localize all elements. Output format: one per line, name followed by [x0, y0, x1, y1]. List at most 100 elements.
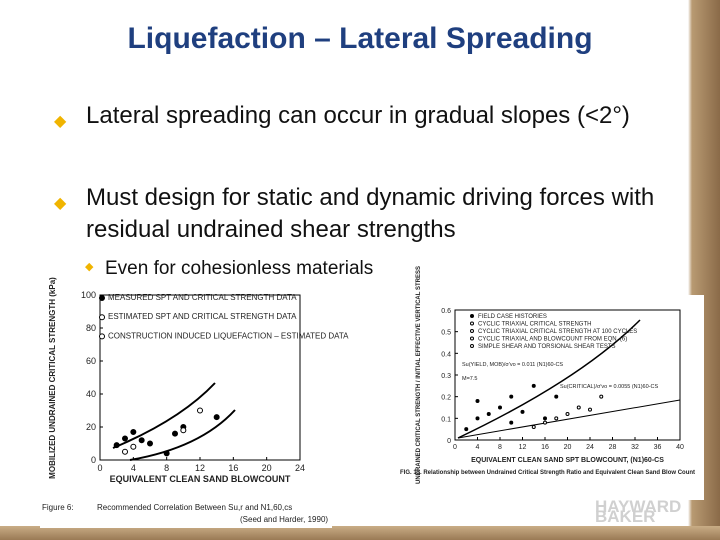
data-point	[163, 450, 170, 457]
x-tick-label: 8	[498, 444, 502, 451]
y-tick-label: 0.2	[441, 395, 451, 402]
legend-marker	[99, 333, 105, 340]
y-tick-label: 0.1	[441, 416, 451, 423]
y-axis-label: MOBILIZED UNDRAINED CRITICAL STRENGTH (k…	[48, 277, 57, 479]
y-tick-label: 0.3	[441, 373, 451, 380]
y-tick-label: 0.6	[441, 308, 451, 315]
legend-text: CYCLIC TRIAXIAL CRITICAL STRENGTH	[478, 322, 591, 328]
x-tick-label: 0	[453, 444, 457, 451]
y-tick-label: 0	[91, 455, 96, 465]
data-point	[531, 425, 536, 429]
bullet-text: Lateral spreading can occur in gradual s…	[86, 102, 630, 129]
x-tick-label: 20	[262, 463, 272, 473]
data-point	[509, 420, 514, 425]
legend-marker	[99, 295, 105, 301]
legend-marker	[470, 321, 474, 326]
caption: FIG. 13. Relationship between Undrained …	[400, 470, 695, 476]
x-axis-label: EQUIVALENT CLEAN SAND BLOWCOUNT	[110, 474, 291, 484]
y-tick-label: 0.5	[441, 330, 451, 337]
x-tick-label: 16	[541, 444, 549, 451]
y-tick-label: 100	[81, 290, 96, 300]
data-point	[599, 394, 604, 399]
curve	[129, 409, 236, 461]
data-point	[554, 416, 559, 421]
legend-text: CONSTRUCTION INDUCED LIQUEFACTION – ESTI…	[108, 331, 349, 340]
logo: HAYWARD	[595, 497, 681, 516]
data-point	[130, 428, 137, 435]
data-point	[130, 443, 137, 450]
y-tick-label: 40	[86, 389, 96, 399]
x-tick-label: 32	[631, 444, 639, 451]
legend-marker	[470, 336, 474, 341]
title: Liquefaction – Lateral Spreading	[127, 22, 593, 55]
data-point	[498, 405, 502, 410]
legend-marker	[99, 314, 105, 321]
data-point	[475, 416, 480, 421]
x-tick-label: 40	[676, 444, 684, 451]
data-point	[122, 448, 128, 455]
x-tick-label: 16	[228, 463, 238, 473]
logo: BAKER	[595, 507, 655, 526]
figure-bg	[40, 283, 332, 528]
legend-marker	[470, 314, 474, 318]
bullet: ◆ Must design for static and dynamic driv…	[54, 182, 676, 246]
data-point	[475, 399, 480, 403]
caption: Recommended Correlation Between Su,r and…	[97, 503, 292, 512]
bullet-icon: ◆	[54, 113, 67, 130]
x-tick-label: 12	[195, 463, 205, 473]
data-point	[554, 394, 559, 399]
x-tick-label: 20	[564, 444, 572, 451]
data-point	[531, 383, 536, 388]
data-point	[113, 442, 120, 449]
data-point	[464, 427, 469, 432]
curve	[112, 382, 216, 449]
data-point	[509, 394, 514, 399]
x-tick-label: 24	[586, 444, 594, 451]
curve	[457, 399, 681, 439]
data-point	[172, 430, 178, 437]
legend-text: FIELD CASE HISTORIES	[478, 314, 547, 320]
legend-marker	[470, 329, 474, 333]
sub-bullet-text: Even for cohesionless materials	[105, 258, 374, 279]
x-tick-label: 24	[295, 463, 305, 473]
bullet-text: Must design for static and dynamic drivi…	[86, 184, 655, 243]
annotation: M=7.5	[462, 376, 477, 382]
legend-marker	[470, 344, 474, 348]
data-point	[213, 414, 220, 421]
data-point	[543, 416, 547, 421]
x-tick-label: 0	[97, 463, 102, 473]
x-tick-label: 4	[476, 444, 480, 451]
data-point	[588, 407, 592, 412]
legend-text: SIMPLE SHEAR AND TORSIONAL SHEAR TESTS	[478, 344, 615, 350]
y-tick-label: 60	[86, 356, 96, 366]
x-tick-label: 8	[164, 463, 169, 473]
data-point	[576, 405, 581, 410]
data-point	[486, 412, 491, 416]
y-tick-label: 0.4	[441, 351, 451, 358]
source: (Seed and Harder, 1990)	[240, 515, 328, 524]
x-tick-label: 4	[131, 463, 136, 473]
bottom-band	[0, 526, 720, 540]
caption-label: Figure 6:	[42, 503, 74, 512]
x-axis-label: EQUIVALENT CLEAN SAND SPT BLOWCOUNT, (N1…	[471, 457, 664, 464]
data-point	[122, 435, 128, 442]
figure-bg	[398, 295, 704, 500]
bullet-icon: ◆	[85, 261, 94, 273]
y-axis-label: UNDRAINED CRITICAL STRENGTH / INITIAL EF…	[416, 266, 422, 484]
legend-text: CYCLIC TRIAXIAL AND BLOWCOUNT FROM EQN. …	[478, 337, 627, 343]
bullet-icon: ◆	[54, 195, 67, 212]
data-point	[147, 440, 153, 447]
sub-bullet: ◆ Even for cohesionless materials	[85, 258, 374, 280]
annotation: Su(YIELD, MOB)/σ'vo = 0.011 (N1)60-CS	[462, 362, 563, 368]
data-point	[565, 412, 570, 416]
y-tick-label: 20	[86, 422, 96, 432]
y-tick-label: 80	[86, 323, 96, 333]
annotation: Su(CRITICAL)/σ'vo = 0.0055 (N1)60-CS	[560, 384, 658, 390]
data-point	[138, 437, 145, 444]
x-tick-label: 28	[609, 444, 617, 451]
legend-text: CYCLIC TRIAXIAL CRITICAL STRENGTH AT 100…	[478, 329, 637, 335]
data-point	[543, 420, 547, 425]
curve	[457, 319, 641, 439]
